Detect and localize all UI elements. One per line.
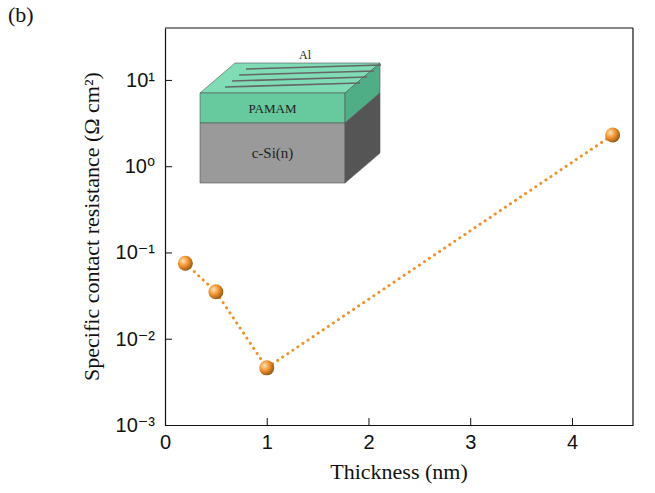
frame: [165, 27, 633, 28]
data-line: [185, 135, 612, 368]
y-tick: 10⁻³: [116, 414, 172, 436]
y-tick-mark: [165, 425, 172, 426]
y-tick-label: 10⁻¹: [116, 241, 156, 263]
y-tick-mark: [165, 252, 172, 253]
y-tick-mark: [165, 166, 172, 167]
x-tick-label: 4: [567, 431, 578, 453]
data-point: [259, 360, 274, 375]
x-tick: 2: [363, 418, 374, 453]
plot: Al PAMAM c-Si(n) 0 1 2 3 4 10⁻³ 10⁻² 10⁻¹ 10⁰ 10¹: [116, 28, 634, 453]
x-tick-mark: [572, 418, 573, 425]
inset-al-finger: [232, 77, 367, 81]
y-tick: 10⁻¹: [116, 241, 172, 263]
y-axis-title: Specific contact resistance (Ω cm²): [79, 72, 104, 381]
x-tick-label: 3: [465, 431, 476, 453]
inset-si-side: [345, 93, 380, 183]
inset-al-finger: [239, 71, 374, 75]
x-axis-title: Thickness (nm): [330, 459, 467, 484]
inset-al-finger: [246, 65, 381, 69]
x-tick-mark: [470, 418, 471, 425]
y-tick-label: 10¹: [126, 69, 155, 91]
x-tick: 3: [465, 418, 476, 453]
x-tick-mark: [267, 418, 268, 425]
x-tick: 1: [262, 418, 273, 453]
y-tick-mark: [165, 80, 172, 81]
x-tick: 4: [567, 418, 578, 453]
x-tick-label: 1: [262, 431, 273, 453]
y-axis-line: [165, 29, 166, 426]
chart: Al PAMAM c-Si(n) 0 1 2 3 4 10⁻³ 10⁻² 10⁻¹ 10⁰ 10¹ Thi…: [0, 0, 655, 493]
x-axis: 0 1 2 3 4: [160, 418, 634, 453]
marks: [178, 127, 620, 375]
y-tick-label: 10⁻²: [116, 328, 156, 350]
x-tick-label: 0: [160, 431, 171, 453]
x-tick-mark: [368, 418, 369, 425]
y-tick: 10⁻²: [116, 328, 172, 350]
inset: Al PAMAM c-Si(n): [200, 48, 381, 183]
inset-label: PAMAM: [249, 101, 297, 116]
y-tick-label: 10⁻³: [116, 414, 156, 436]
y-axis: 10⁻³ 10⁻² 10⁻¹ 10⁰ 10¹: [116, 29, 172, 436]
data-point: [605, 127, 620, 142]
y-tick-mark: [165, 339, 172, 340]
panel-label: (b): [8, 2, 34, 27]
inset-label: Al: [299, 48, 312, 62]
frame: [632, 28, 633, 425]
data-point: [208, 284, 223, 299]
y-tick-label: 10⁰: [125, 155, 155, 177]
inset-si: [200, 123, 345, 183]
x-tick-label: 2: [363, 431, 374, 453]
inset-pamam: [200, 93, 345, 123]
y-tick: 10⁰: [125, 155, 172, 177]
inset-label: c-Si(n): [252, 145, 294, 162]
y-tick: 10¹: [126, 69, 172, 91]
x-axis-line: [166, 425, 634, 426]
inset-al-finger: [225, 83, 360, 87]
data-point: [178, 256, 193, 271]
